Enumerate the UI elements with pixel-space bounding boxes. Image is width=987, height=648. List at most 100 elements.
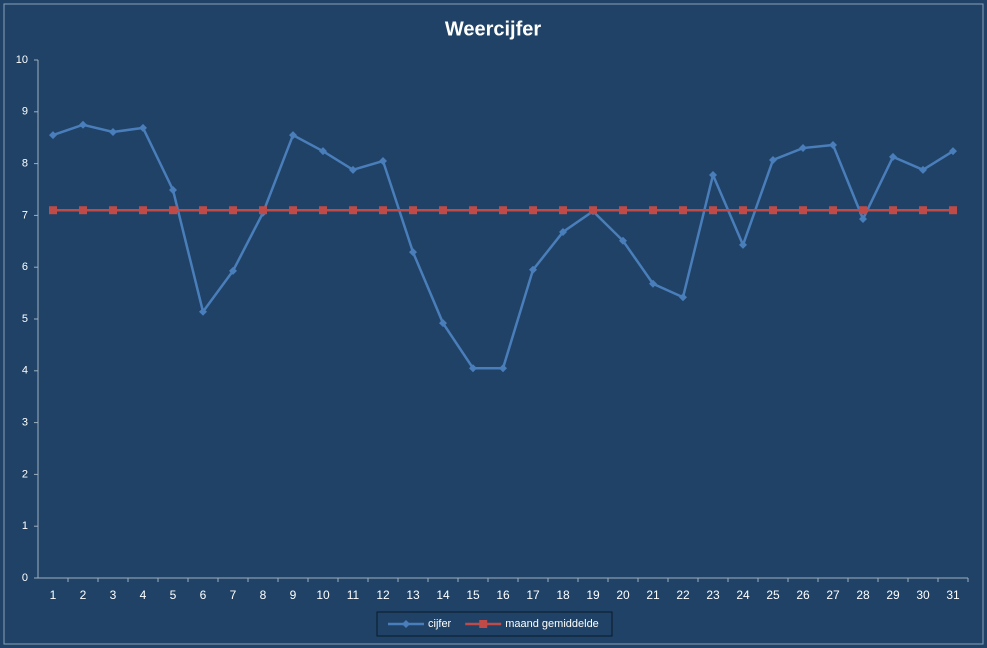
x-tick-label: 25 [766,588,780,602]
y-tick-label: 5 [22,313,28,325]
x-tick-label: 23 [706,588,720,602]
x-tick-label: 14 [436,588,450,602]
x-tick-label: 13 [406,588,420,602]
marker [559,227,567,236]
marker [169,186,177,195]
x-tick-label: 29 [886,588,900,602]
marker [859,206,867,215]
marker [589,206,597,215]
marker [499,206,507,215]
chart-frame [3,3,984,645]
x-tick-label: 21 [646,588,660,602]
marker [769,155,777,164]
marker [799,144,807,153]
marker [479,620,488,628]
x-tick-label: 2 [80,588,87,602]
x-tick-label: 6 [200,588,207,602]
x-tick-label: 20 [616,588,630,602]
marker [919,206,927,215]
marker [409,248,417,257]
marker [109,206,117,215]
marker [769,206,777,215]
marker [679,293,687,302]
marker [349,165,357,174]
marker [739,240,747,249]
y-tick-label: 6 [22,261,28,273]
x-tick-label: 1 [50,588,57,602]
y-tick-label: 4 [22,365,28,377]
marker [799,206,807,215]
y-tick-label: 9 [22,106,28,118]
marker [79,206,87,215]
marker [319,147,327,156]
marker [889,206,897,215]
x-tick-label: 26 [796,588,810,602]
marker [199,206,207,215]
marker [79,120,87,129]
marker [949,147,957,156]
marker [439,319,447,328]
marker [739,206,747,215]
marker [169,206,177,215]
x-tick-label: 27 [826,588,840,602]
y-tick-label: 3 [22,417,28,429]
marker [139,123,147,132]
marker [289,206,297,215]
y-tick-label: 1 [22,520,28,532]
marker [289,131,297,140]
marker [109,128,117,137]
x-tick-label: 18 [556,588,570,602]
marker [319,206,327,215]
marker [619,236,627,245]
marker [859,215,867,224]
y-tick-label: 7 [22,209,28,221]
x-tick-label: 11 [347,588,360,602]
marker [529,265,537,274]
y-tick-label: 0 [22,572,28,584]
x-tick-label: 15 [466,588,480,602]
marker [469,206,477,215]
marker [829,206,837,215]
marker [919,165,927,174]
x-tick-label: 30 [916,588,930,602]
marker [49,131,57,140]
x-tick-label: 24 [736,588,750,602]
marker [409,206,417,215]
x-tick-label: 5 [170,588,177,602]
x-tick-label: 22 [676,588,690,602]
marker [379,157,387,166]
y-tick-label: 10 [16,54,28,66]
x-tick-label: 3 [110,588,117,602]
marker [439,206,447,215]
marker [829,140,837,149]
marker [139,206,147,215]
marker [379,206,387,215]
legend-label: cijfer [428,618,452,630]
marker [529,206,537,215]
x-tick-label: 8 [260,588,267,602]
marker [709,170,717,179]
marker [349,206,357,215]
x-tick-label: 16 [496,588,510,602]
marker [619,206,627,215]
marker [649,279,657,288]
legend-label: maand gemiddelde [505,618,599,630]
x-tick-label: 9 [290,588,297,602]
marker [229,206,237,215]
chart-title: Weercijfer [445,18,542,40]
x-tick-label: 4 [140,588,147,602]
marker [49,206,57,215]
marker [949,206,957,215]
marker [499,364,507,373]
y-tick-label: 8 [22,158,28,170]
legend-box [376,611,613,637]
marker [649,206,657,215]
marker [679,206,687,215]
marker [559,206,567,215]
marker [229,266,237,275]
x-tick-label: 17 [526,588,540,602]
x-tick-label: 28 [856,588,870,602]
x-tick-label: 31 [946,588,960,602]
